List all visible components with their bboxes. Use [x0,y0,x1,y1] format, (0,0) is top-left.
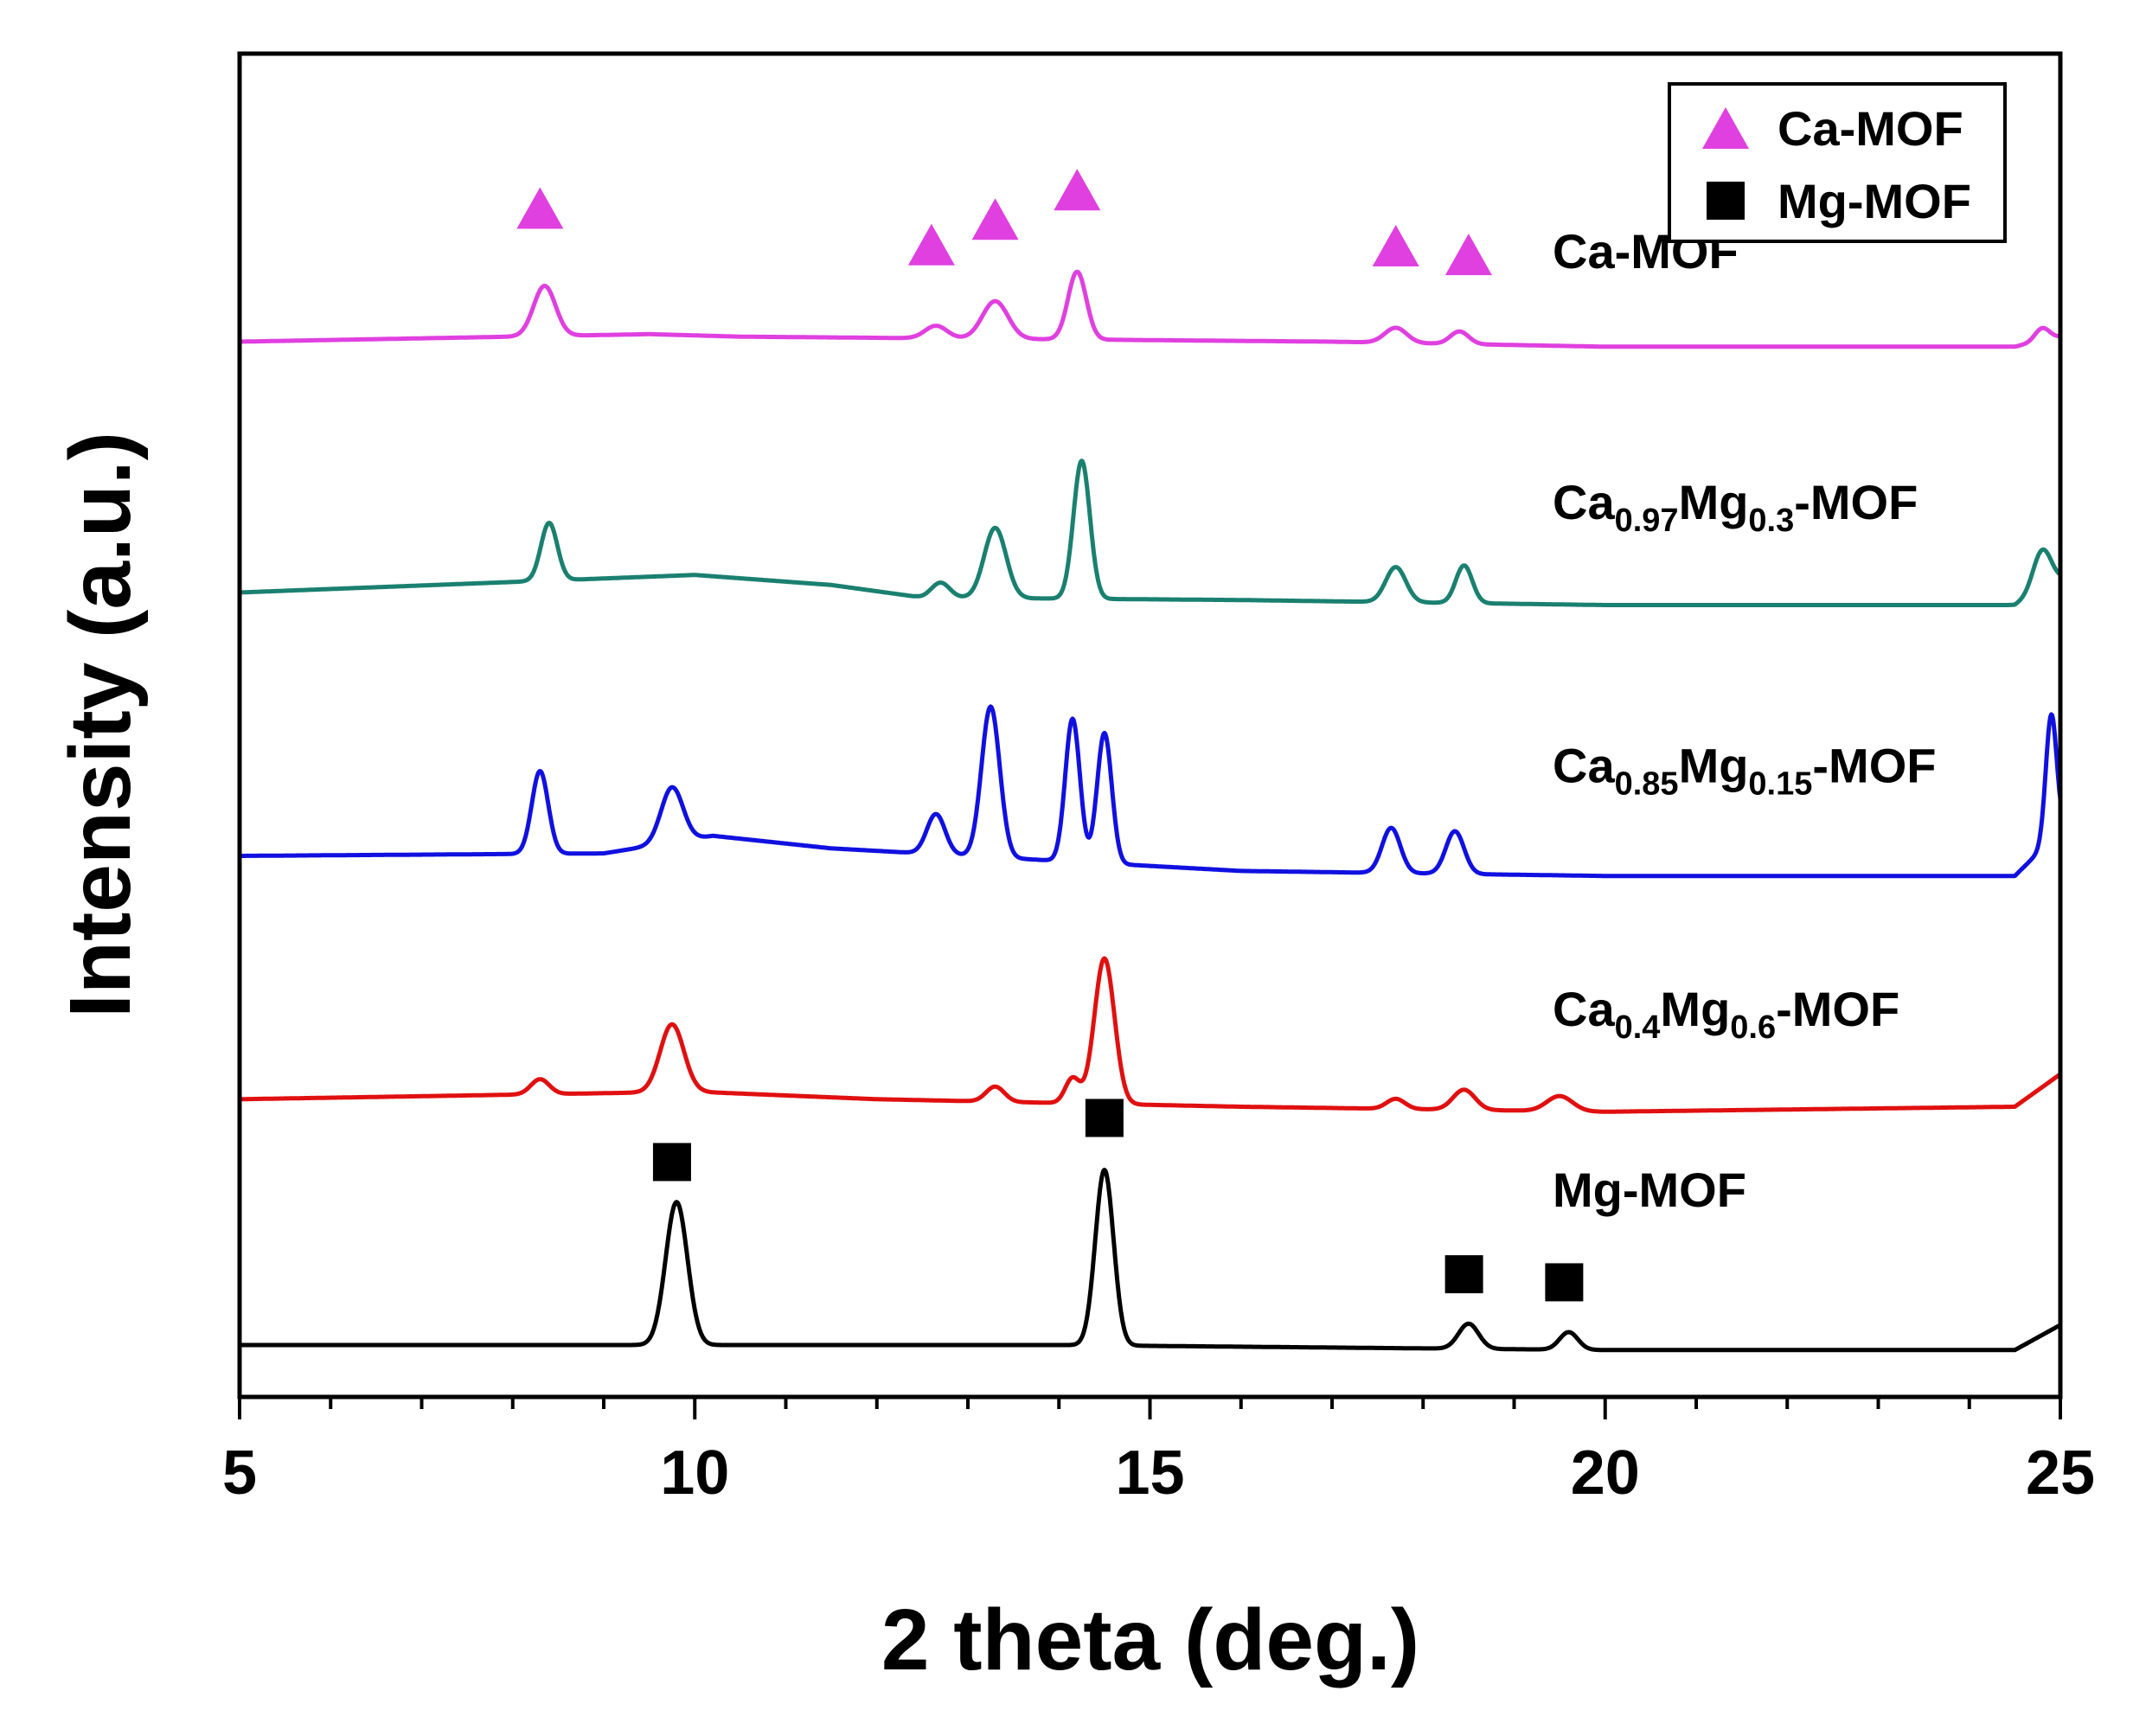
x-tick-label: 15 [1115,1438,1184,1508]
series-label: Ca0.97Mg0.3-MOF [1553,475,1918,539]
series-label-part: 0.6 [1730,1009,1776,1046]
x-tick-label: 20 [1571,1438,1640,1508]
series-label: Ca0.4Mg0.6-MOF [1553,982,1899,1046]
series-label-part: -MOF [1812,739,1936,793]
ca-mof-peak-marker [516,187,564,229]
x-axis-title: 2 theta (deg.) [881,1592,1419,1688]
x-axis: 5 10 15 20 25 [222,1397,2095,1508]
series-label-part: Mg-MOF [1553,1163,1746,1217]
legend-entry-label: Mg-MOF [1778,174,1971,228]
trace-ca0-97mg0-3-mof [238,458,2062,607]
series-label-part: Mg [1679,739,1749,793]
mg-mof-peak-marker [1444,1255,1483,1294]
series-group [238,269,2063,1353]
series-label-part: Ca [1553,739,1615,793]
series-label-part: 0.4 [1615,1009,1661,1046]
trace-ca-mof [238,269,2062,349]
ca-mof-peak-marker [971,198,1019,240]
series-label-part: 0.85 [1615,766,1679,803]
ca-mof-peak-marker [1054,169,1101,211]
x-tick-label: 5 [222,1438,257,1508]
series-label-part: 0.15 [1748,766,1812,803]
series-label-part: 0.3 [1748,503,1794,539]
x-tick-label: 10 [660,1438,729,1508]
mg-mof-peak-marker [1545,1263,1584,1302]
x-tick-label: 25 [2026,1438,2095,1508]
mg-mof-peak-marker [652,1143,691,1182]
mg-mof-peak-marker [1085,1099,1124,1137]
trace-ca0-85mg0-15-mof [238,704,2063,879]
trace-mg-mof [238,1168,2062,1353]
trace-ca0-4mg0-6-mof [238,956,2062,1114]
phase-markers-group [516,169,1584,1302]
legend-square-icon [1707,182,1745,220]
ca-mof-peak-marker [1444,234,1492,276]
series-label: Mg-MOF [1553,1163,1746,1217]
legend-triangle-icon [1702,107,1749,149]
series-label-part: -MOF [1794,475,1918,529]
ca-mof-peak-marker [907,223,955,266]
series-label-part: Mg [1679,475,1749,529]
y-axis-title: Intensity (a.u.) [52,432,149,1018]
series-label-part: Ca [1553,475,1615,529]
series-label-part: Ca [1553,982,1615,1036]
series-labels-group: Ca-MOFCa0.97Mg0.3-MOFCa0.85Mg0.15-MOFCa0… [1553,224,1936,1217]
legend-entry-label: Ca-MOF [1778,101,1963,156]
legend: Ca-MOF Mg-MOF [1668,82,2007,243]
series-label-part: -MOF [1776,982,1899,1036]
series-label-part: Mg [1660,982,1730,1036]
series-label-part: 0.97 [1615,503,1679,539]
ca-mof-peak-marker [1372,224,1419,266]
series-label: Ca0.85Mg0.15-MOF [1553,739,1936,803]
